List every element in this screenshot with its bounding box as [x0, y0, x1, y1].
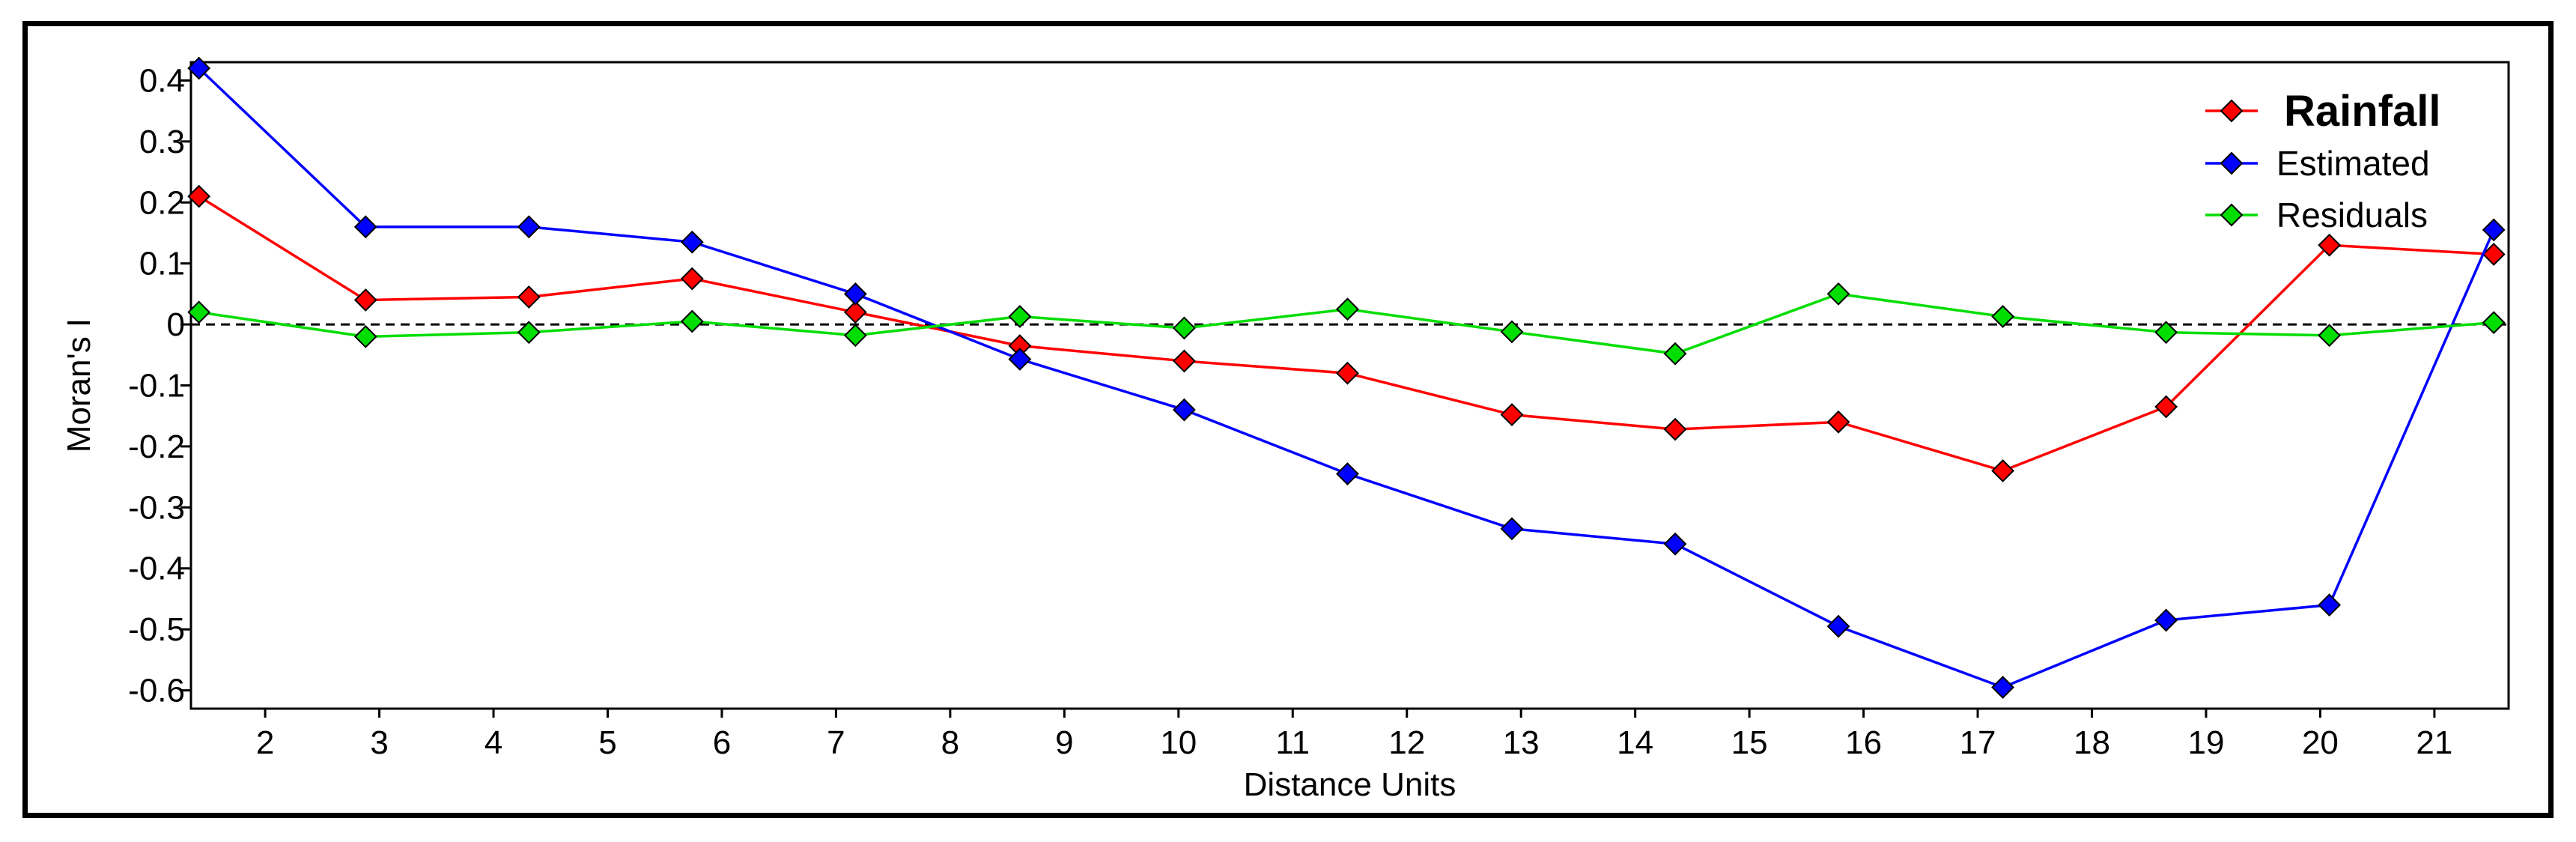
series-estimated	[187, 56, 2506, 699]
data-point-estimated	[1500, 517, 1524, 541]
data-point-estimated	[1173, 398, 1196, 422]
data-point-rainfall	[353, 288, 377, 312]
data-point-rainfall	[517, 285, 541, 309]
series-residuals	[187, 282, 2506, 366]
data-point-residuals	[353, 324, 377, 348]
data-point-rainfall	[1336, 361, 1359, 385]
data-point-rainfall	[2482, 243, 2506, 266]
y-axis-title: Moran's I	[61, 318, 97, 453]
y-tick-label: -0.5	[128, 611, 185, 648]
data-point-estimated	[843, 282, 867, 306]
x-tick-label: 16	[1845, 724, 1882, 761]
data-point-estimated	[1991, 676, 2015, 699]
data-point-estimated	[517, 215, 541, 239]
x-tick-label: 14	[1617, 724, 1653, 761]
data-point-residuals	[1008, 305, 1032, 328]
legend-marker-residuals	[2220, 203, 2244, 227]
x-tick-label: 21	[2416, 724, 2452, 761]
x-tick-label: 17	[1960, 724, 1996, 761]
y-tick-label: -0.4	[128, 551, 185, 587]
data-point-residuals	[1336, 297, 1359, 321]
data-point-residuals	[187, 300, 211, 324]
x-tick-label: 7	[827, 724, 845, 761]
data-point-estimated	[680, 230, 704, 254]
data-point-estimated	[2482, 218, 2506, 242]
x-tick-label: 19	[2187, 724, 2224, 761]
data-point-rainfall	[1500, 403, 1524, 426]
x-tick-label: 11	[1275, 724, 1310, 761]
y-tick-label: 0	[167, 306, 185, 343]
data-point-estimated	[2154, 608, 2178, 632]
data-point-residuals	[2482, 311, 2506, 335]
data-point-estimated	[1008, 348, 1032, 371]
data-point-rainfall	[1991, 459, 2015, 482]
y-tick-label: 0.4	[139, 62, 185, 99]
x-tick-label: 15	[1731, 724, 1768, 761]
data-point-rainfall	[1663, 417, 1687, 441]
data-point-residuals	[1663, 342, 1687, 366]
y-tick-label: 0.2	[139, 184, 185, 221]
data-point-estimated	[1826, 614, 1850, 638]
data-point-residuals	[2154, 321, 2178, 345]
x-tick-label: 8	[941, 724, 959, 761]
y-tick-label: 0.3	[139, 124, 185, 160]
data-point-estimated	[1336, 462, 1359, 485]
x-tick-label: 10	[1160, 724, 1197, 761]
data-point-rainfall	[680, 267, 704, 291]
y-tick-label: -0.6	[128, 673, 185, 709]
x-axis-title: Distance Units	[1244, 766, 1456, 803]
x-tick-label: 3	[370, 724, 388, 761]
series-rainfall	[187, 184, 2506, 482]
x-tick-label: 18	[2074, 724, 2110, 761]
x-tick-label: 20	[2302, 724, 2339, 761]
plot-area	[189, 61, 2510, 710]
data-point-estimated	[2318, 593, 2342, 617]
data-point-residuals	[680, 309, 704, 333]
y-tick-label: 0.1	[139, 246, 185, 282]
data-point-rainfall	[2154, 395, 2178, 419]
data-point-estimated	[187, 56, 211, 80]
data-point-residuals	[2318, 324, 2342, 348]
data-point-residuals	[843, 324, 867, 348]
legend-label-rainfall: Rainfall	[2284, 87, 2441, 136]
x-tick-label: 6	[713, 724, 731, 761]
legend-label-estimated: Estimated	[2276, 144, 2430, 183]
data-point-residuals	[1826, 282, 1850, 306]
data-point-residuals	[517, 321, 541, 345]
legend-marker-rainfall	[2220, 99, 2244, 123]
legend: Rainfall Estimated Residuals	[2205, 87, 2441, 234]
x-tick-label: 5	[598, 724, 616, 761]
legend-marker-estimated	[2220, 151, 2244, 175]
y-tick-label: -0.3	[128, 489, 185, 526]
data-point-rainfall	[187, 184, 211, 208]
x-tick-label: 9	[1055, 724, 1073, 761]
x-tick-label: 13	[1503, 724, 1540, 761]
data-point-rainfall	[2318, 233, 2342, 257]
x-tick-label: 4	[484, 724, 502, 761]
data-point-rainfall	[1173, 349, 1196, 373]
data-point-estimated	[1663, 532, 1687, 556]
x-tick-label: 12	[1388, 724, 1425, 761]
x-tick-label: 2	[256, 724, 274, 761]
data-point-estimated	[353, 215, 377, 239]
y-tick-label: -0.2	[128, 428, 185, 465]
data-point-residuals	[1173, 316, 1196, 340]
data-point-residuals	[1991, 305, 2015, 328]
legend-label-residuals: Residuals	[2276, 196, 2428, 234]
data-point-residuals	[1500, 320, 1524, 344]
data-point-rainfall	[1826, 410, 1850, 434]
data-point-rainfall	[843, 300, 867, 324]
y-tick-label: -0.1	[128, 368, 185, 405]
